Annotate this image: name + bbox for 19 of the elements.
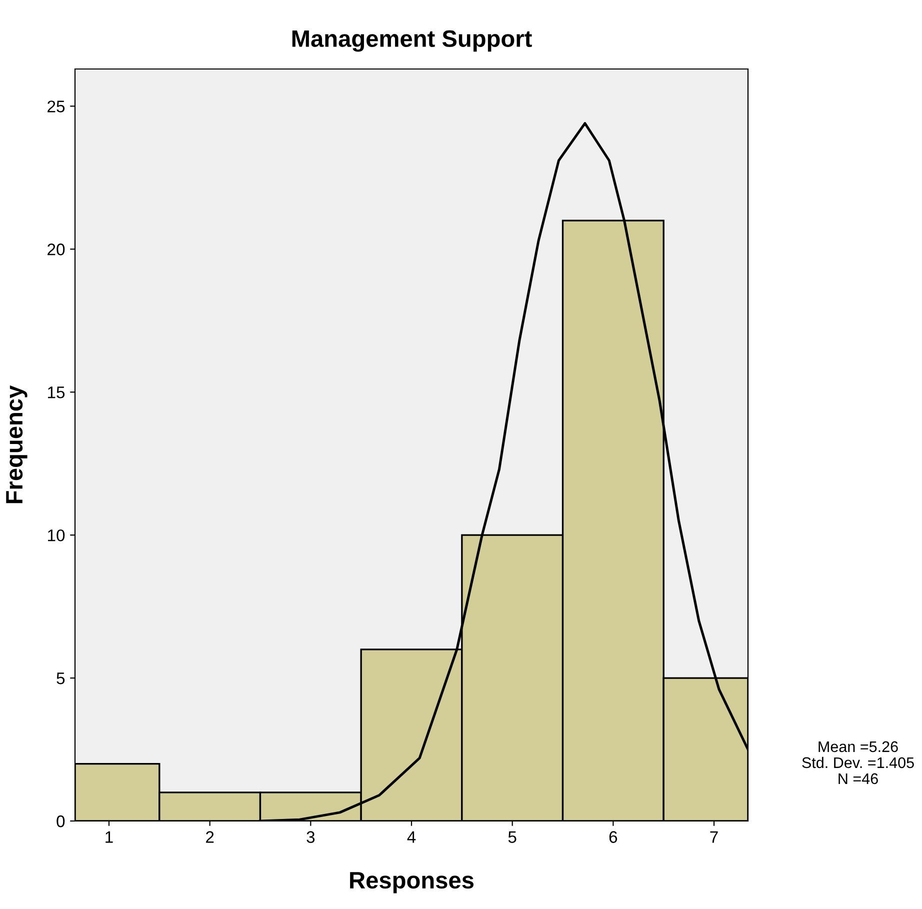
x-axis-title: Responses xyxy=(350,872,474,894)
y-tick-label: 5 xyxy=(56,672,65,684)
text: Mean =5.26 xyxy=(818,741,898,752)
x-tick-label: 7 xyxy=(710,831,718,843)
x-tick-label: 1 xyxy=(106,831,113,843)
x-tick-label: 2 xyxy=(206,831,214,843)
y-tick-label: 10 xyxy=(48,529,65,542)
y-tick-label: 20 xyxy=(48,244,65,256)
text: Std. Dev. =1.405 xyxy=(802,756,914,768)
x-tick-label: 6 xyxy=(609,831,618,843)
x-tick-label: 4 xyxy=(407,831,416,843)
text: N =46 xyxy=(838,773,878,784)
x-tick-label: 3 xyxy=(306,831,315,843)
y-tick-label: 15 xyxy=(48,386,65,398)
y-tick-label: 25 xyxy=(48,100,65,112)
y-tick-label: 0 xyxy=(56,815,65,828)
x-tick-label: 5 xyxy=(508,831,516,843)
y-axis-title: Frequency xyxy=(6,385,28,504)
chart-title: Management Support xyxy=(292,30,532,52)
